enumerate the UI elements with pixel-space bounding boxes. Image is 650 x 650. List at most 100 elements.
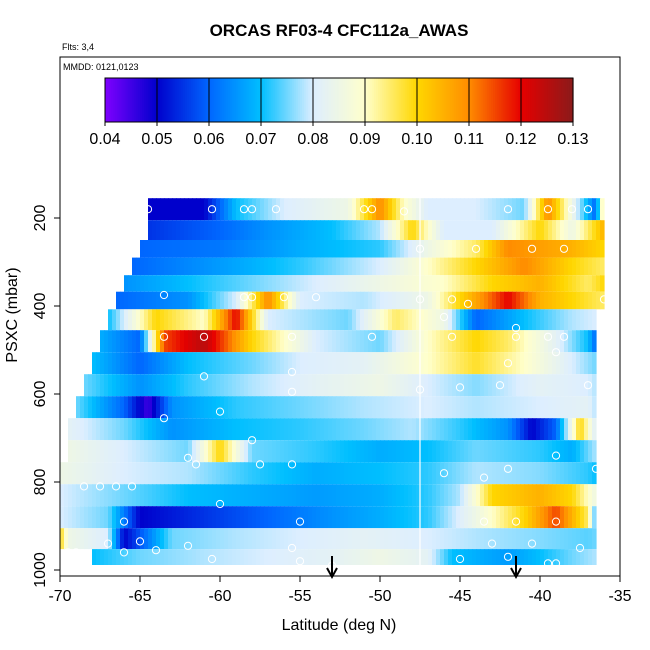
- heatmap-cell: [500, 257, 505, 276]
- heatmap-cell: [276, 396, 281, 419]
- heatmap-cell: [164, 240, 169, 258]
- heatmap-cell: [196, 352, 201, 375]
- heatmap-cell: [504, 396, 509, 419]
- heatmap-cell: [172, 220, 177, 240]
- colorbar-segment: [393, 78, 397, 122]
- heatmap-cell: [412, 396, 417, 419]
- heatmap-cell: [116, 374, 121, 397]
- heatmap-cell: [572, 440, 577, 463]
- colorbar-segment: [567, 78, 570, 122]
- heatmap-cell: [248, 374, 253, 397]
- heatmap-cell: [140, 291, 145, 310]
- colorbar-segment: [183, 78, 186, 122]
- heatmap-cell: [432, 291, 437, 310]
- heatmap-cell: [296, 396, 301, 419]
- heatmap-cell: [228, 291, 233, 310]
- heatmap-cell: [588, 198, 593, 221]
- heatmap-cell: [232, 506, 237, 529]
- heatmap-cell: [384, 462, 389, 485]
- heatmap-cell: [380, 374, 385, 397]
- heatmap-cell: [536, 352, 541, 375]
- heatmap-cell: [172, 506, 177, 529]
- heatmap-cell: [492, 506, 497, 529]
- colorbar-segment: [530, 78, 533, 122]
- heatmap-cell: [552, 396, 557, 419]
- heatmap-cell: [440, 374, 445, 397]
- heatmap-cell: [512, 330, 517, 353]
- sample-marker: [71, 548, 81, 557]
- heatmap-cell: [212, 418, 217, 441]
- heatmap-cell: [140, 418, 145, 441]
- heatmap-cell: [460, 418, 465, 441]
- heatmap-cell: [264, 291, 269, 310]
- heatmap-cell: [484, 352, 489, 375]
- heatmap-cell: [272, 198, 277, 221]
- heatmap-cell: [516, 257, 521, 276]
- heatmap-cell: [300, 528, 305, 550]
- heatmap-cell: [344, 291, 349, 310]
- heatmap-cell: [308, 549, 313, 565]
- heatmap-cell: [420, 506, 425, 529]
- heatmap-cell: [376, 291, 381, 310]
- heatmap-cell: [148, 220, 153, 240]
- heatmap-cell: [304, 257, 309, 276]
- heatmap-cell: [140, 352, 145, 375]
- heatmap-cell: [380, 418, 385, 441]
- heatmap-cell: [172, 528, 177, 550]
- heatmap-cell: [244, 257, 249, 276]
- heatmap-cell: [184, 309, 189, 331]
- heatmap-cell: [572, 549, 577, 565]
- heatmap-row: [148, 198, 605, 221]
- heatmap-cell: [172, 484, 177, 507]
- heatmap-cell: [288, 330, 293, 353]
- heatmap-cell: [468, 440, 473, 463]
- heatmap-cell: [464, 440, 469, 463]
- heatmap-cell: [304, 275, 309, 292]
- heatmap-cell: [524, 275, 529, 292]
- colorbar-segment: [106, 78, 110, 122]
- heatmap-cell: [200, 528, 205, 550]
- heatmap-cell: [512, 440, 517, 463]
- heatmap-cell: [372, 484, 377, 507]
- heatmap-cell: [480, 528, 485, 550]
- heatmap-cell: [548, 240, 553, 258]
- heatmap-cell: [372, 440, 377, 463]
- heatmap-cell: [388, 506, 393, 529]
- heatmap-cell: [348, 484, 353, 507]
- heatmap-cell: [384, 330, 389, 353]
- heatmap-cell: [544, 198, 549, 221]
- heatmap-cell: [132, 440, 137, 463]
- heatmap-cell: [592, 528, 597, 550]
- heatmap-cell: [252, 309, 257, 331]
- heatmap-cell: [516, 484, 521, 507]
- heatmap-cell: [408, 220, 413, 240]
- heatmap-cell: [444, 462, 449, 485]
- heatmap-cell: [580, 220, 585, 240]
- heatmap-cell: [520, 220, 525, 240]
- heatmap-cell: [352, 330, 357, 353]
- heatmap-cell: [208, 549, 213, 565]
- colorbar-segment: [512, 78, 516, 122]
- heatmap-cell: [228, 528, 233, 550]
- heatmap-cell: [500, 240, 505, 258]
- heatmap-cell: [232, 462, 237, 485]
- heatmap-cell: [548, 484, 553, 507]
- heatmap-cell: [384, 549, 389, 565]
- heatmap-cell: [448, 484, 453, 507]
- heatmap-row: [76, 396, 597, 419]
- heatmap-cell: [284, 374, 289, 397]
- heatmap-cell: [560, 549, 565, 565]
- heatmap-cell: [124, 440, 129, 463]
- heatmap-cell: [192, 506, 197, 529]
- colorbar-segment: [274, 78, 278, 122]
- heatmap-cell: [140, 240, 145, 258]
- heatmap-cell: [388, 309, 393, 331]
- heatmap-cell: [204, 462, 209, 485]
- heatmap-cell: [288, 528, 293, 550]
- heatmap-cell: [96, 418, 101, 441]
- heatmap-cell: [336, 352, 341, 375]
- sample-marker: [439, 312, 449, 322]
- heatmap-cell: [292, 291, 297, 310]
- heatmap-cell: [424, 330, 429, 353]
- heatmap-cell: [380, 198, 385, 221]
